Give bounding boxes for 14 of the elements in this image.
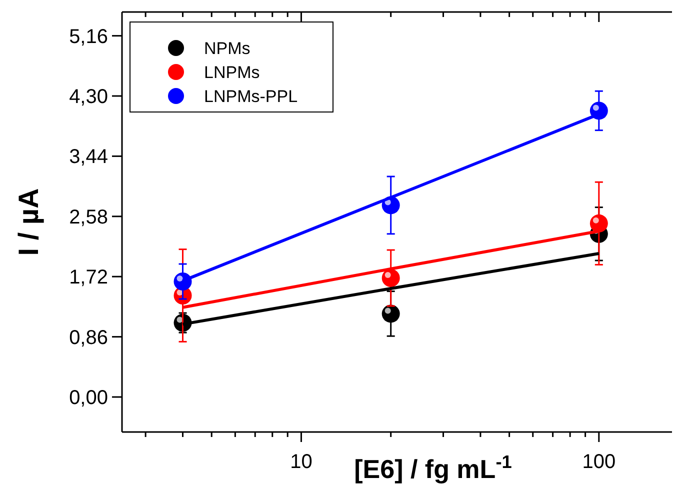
x-tick-label: 10 [290, 451, 312, 473]
y-tick-label: 5,16 [69, 26, 108, 48]
legend-label: LNPMs [204, 62, 260, 82]
legend-label: LNPMs-PPL [204, 86, 298, 106]
y-tick-label: 0,86 [69, 326, 108, 349]
x-tick-label: 100 [582, 451, 616, 473]
y-axis-title: I / µA [13, 188, 44, 256]
y-tick-label: 0,00 [69, 387, 108, 409]
x-axis-title: [E6] / fg mL$^{-1}$ [354, 452, 512, 484]
y-tick-label: 4,30 [69, 86, 108, 108]
y-tick-label: 1,72 [69, 266, 108, 289]
y-tick-label: 3,44 [69, 146, 108, 168]
y-tick-label: 2,58 [69, 206, 108, 228]
legend-label: NPMs [204, 38, 250, 58]
